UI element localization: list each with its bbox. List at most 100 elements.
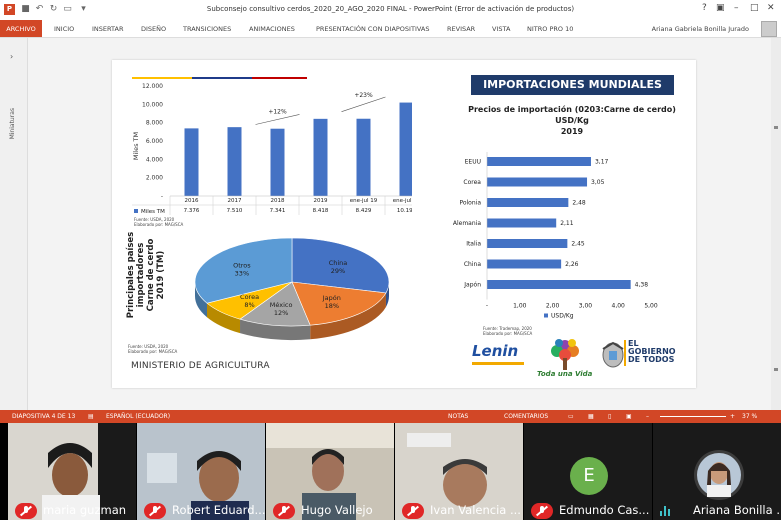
- bar: [313, 118, 328, 196]
- ribbon-options-icon[interactable]: ▣: [716, 3, 725, 13]
- qat-customize-icon[interactable]: ▾: [81, 4, 86, 14]
- slide-counter[interactable]: DIAPOSITIVA 4 DE 13: [12, 413, 76, 420]
- zoom-level[interactable]: 37 %: [742, 413, 758, 420]
- ribbon-tabs: ARCHIVO INICIO INSERTAR DISEÑO TRANSICIO…: [0, 20, 781, 38]
- participant-video-2: [137, 423, 265, 520]
- participant-tile-2[interactable]: Robert Eduard...: [137, 423, 265, 520]
- zoom-in-icon[interactable]: +: [730, 413, 736, 420]
- y-tick-label: 12.000: [142, 83, 163, 90]
- pie-value-label: 29%: [331, 267, 345, 275]
- window-title: Subconsejo consultivo cerdos_2020_20_AGO…: [206, 5, 575, 13]
- powerpoint-logo-icon: P: [4, 4, 15, 15]
- pie-value-label: 8%: [244, 301, 254, 309]
- expand-thumbnails-icon[interactable]: ›: [10, 52, 14, 61]
- x-tick-label: 2017: [228, 198, 242, 204]
- participant-tile-6[interactable]: Ariana Bonilla ...: [653, 423, 781, 520]
- redo-icon[interactable]: ↻: [49, 4, 58, 14]
- bar: [487, 259, 562, 269]
- tab-animaciones[interactable]: ANIMACIONES: [249, 25, 295, 33]
- hbar-subtitle-line-3: 2019: [560, 127, 584, 136]
- pie-value-label: 12%: [274, 309, 288, 317]
- category-label: EEUU: [465, 159, 481, 166]
- pie-chart-title: Principales países importadores Carne de…: [126, 231, 166, 319]
- sorter-view-icon[interactable]: ▦: [588, 413, 594, 420]
- bar: [487, 198, 569, 207]
- slideshow-view-icon[interactable]: ▣: [626, 413, 632, 420]
- tab-archivo[interactable]: ARCHIVO: [0, 20, 42, 37]
- y-tick-label: 8.000: [146, 120, 163, 127]
- zoom-slider[interactable]: [660, 416, 726, 417]
- user-avatar[interactable]: [761, 21, 777, 37]
- hbar-chart: EEUU 3,17 Corea 3,05 Polonia 2,48 Alemania 2,11…: [453, 152, 658, 320]
- participant-tile-3[interactable]: Hugo Vallejo: [266, 423, 394, 520]
- comments-button[interactable]: COMENTARIOS: [504, 413, 549, 420]
- language-indicator[interactable]: ESPAÑOL (ECUADOR): [106, 413, 171, 420]
- undo-icon[interactable]: ↶: [35, 4, 44, 14]
- tab-insertar[interactable]: INSERTAR: [92, 25, 124, 33]
- pie-label: México: [270, 301, 293, 309]
- tab-inicio[interactable]: INICIO: [54, 25, 75, 33]
- hbar-chart-elaborated: Elaborado por: MAG/SCA: [483, 331, 533, 336]
- help-button[interactable]: ?: [702, 3, 707, 13]
- pie-slice-side: [240, 319, 311, 340]
- tab-nitro[interactable]: NITRO PRO 10: [527, 25, 574, 33]
- pie-slice: [194, 237, 293, 304]
- trend-arrow-1: [255, 114, 300, 125]
- bar: [487, 177, 588, 187]
- participant-tile-4[interactable]: Ivan Valencia ...: [395, 423, 523, 520]
- user-name[interactable]: Ariana Gabriela Bonilla Jurado: [651, 25, 749, 33]
- participant-tile-1[interactable]: maria guzman: [8, 423, 136, 520]
- flag-stripe-yellow: [132, 77, 192, 79]
- slide-canvas[interactable]: 12.000 10.000 8.000 6.000 4.000 2.000 - Miles T…: [112, 60, 696, 388]
- muted-mic-icon: [15, 503, 37, 519]
- ecuador-crest-icon: [602, 341, 624, 368]
- notes-button[interactable]: NOTAS: [448, 413, 469, 420]
- tab-transiciones[interactable]: TRANSICIONES: [183, 25, 232, 33]
- bar-chart-elaborated: Elaborado por: MAG/SCA: [134, 222, 184, 227]
- tab-diseno[interactable]: DISEÑO: [141, 25, 167, 33]
- reading-view-icon[interactable]: ▯: [608, 413, 612, 420]
- pie-chart-elaborated: Elaborado por: MAG/SCA: [128, 349, 178, 354]
- participant-tile-5[interactable]: E Edmundo Cas...: [524, 423, 652, 520]
- participant-avatar-photo: [694, 450, 744, 500]
- powerpoint-window: P ■ ↶ ↻ ▭ ▾ Subconsejo consultivo cerdos…: [0, 0, 781, 423]
- data-label: 7.341: [270, 208, 286, 214]
- data-label: 8.429: [356, 208, 372, 214]
- participant-name: Hugo Vallejo: [301, 503, 373, 517]
- gobierno-logo-line-3: DE TODOS: [628, 355, 675, 364]
- tab-presentacion[interactable]: PRESENTACIÓN CON DIAPOSITIVAS: [316, 25, 430, 33]
- bar: [487, 239, 568, 248]
- normal-view-icon[interactable]: ▭: [568, 413, 574, 420]
- tab-vista[interactable]: VISTA: [492, 25, 511, 33]
- pie-slice: [239, 281, 311, 327]
- flag-stripe-red: [252, 77, 307, 79]
- maximize-icon[interactable]: □: [750, 3, 759, 13]
- tab-revisar[interactable]: REVISAR: [447, 25, 476, 33]
- thumbnails-pane: › Miniaturas: [0, 38, 28, 410]
- legend-swatch: [544, 313, 548, 318]
- vertical-scrollbar[interactable]: [771, 38, 781, 410]
- data-label: 10.193: [397, 208, 412, 214]
- participant-name: Robert Eduard...: [172, 503, 265, 517]
- x-tick-label: 3,00: [579, 303, 593, 310]
- scroll-down-icon[interactable]: [774, 368, 778, 371]
- category-label: China: [464, 261, 481, 268]
- close-icon[interactable]: ✕: [767, 3, 775, 13]
- status-bar: DIAPOSITIVA 4 DE 13 ▤ ESPAÑOL (ECUADOR) …: [0, 410, 781, 423]
- y-tick-label: 10.000: [142, 101, 163, 108]
- imports-heading: IMPORTACIONES MUNDIALES: [471, 75, 674, 95]
- save-icon[interactable]: ■: [21, 4, 30, 14]
- scrollbar-thumb[interactable]: [774, 126, 778, 129]
- zoom-out-icon[interactable]: –: [646, 413, 649, 420]
- minimize-icon[interactable]: –: [734, 3, 739, 13]
- present-icon[interactable]: ▭: [63, 4, 72, 14]
- flag-stripe-blue: [192, 77, 252, 79]
- x-tick-label: 1,00: [513, 303, 527, 310]
- title-bar: P ■ ↶ ↻ ▭ ▾ Subconsejo consultivo cerdos…: [0, 0, 781, 20]
- spellcheck-icon[interactable]: ▤: [88, 413, 94, 420]
- category-label: Corea: [463, 179, 481, 186]
- y-axis-label: Miles TM: [132, 132, 140, 160]
- data-label: 2,26: [565, 261, 579, 268]
- pie-slice-side: [310, 292, 386, 340]
